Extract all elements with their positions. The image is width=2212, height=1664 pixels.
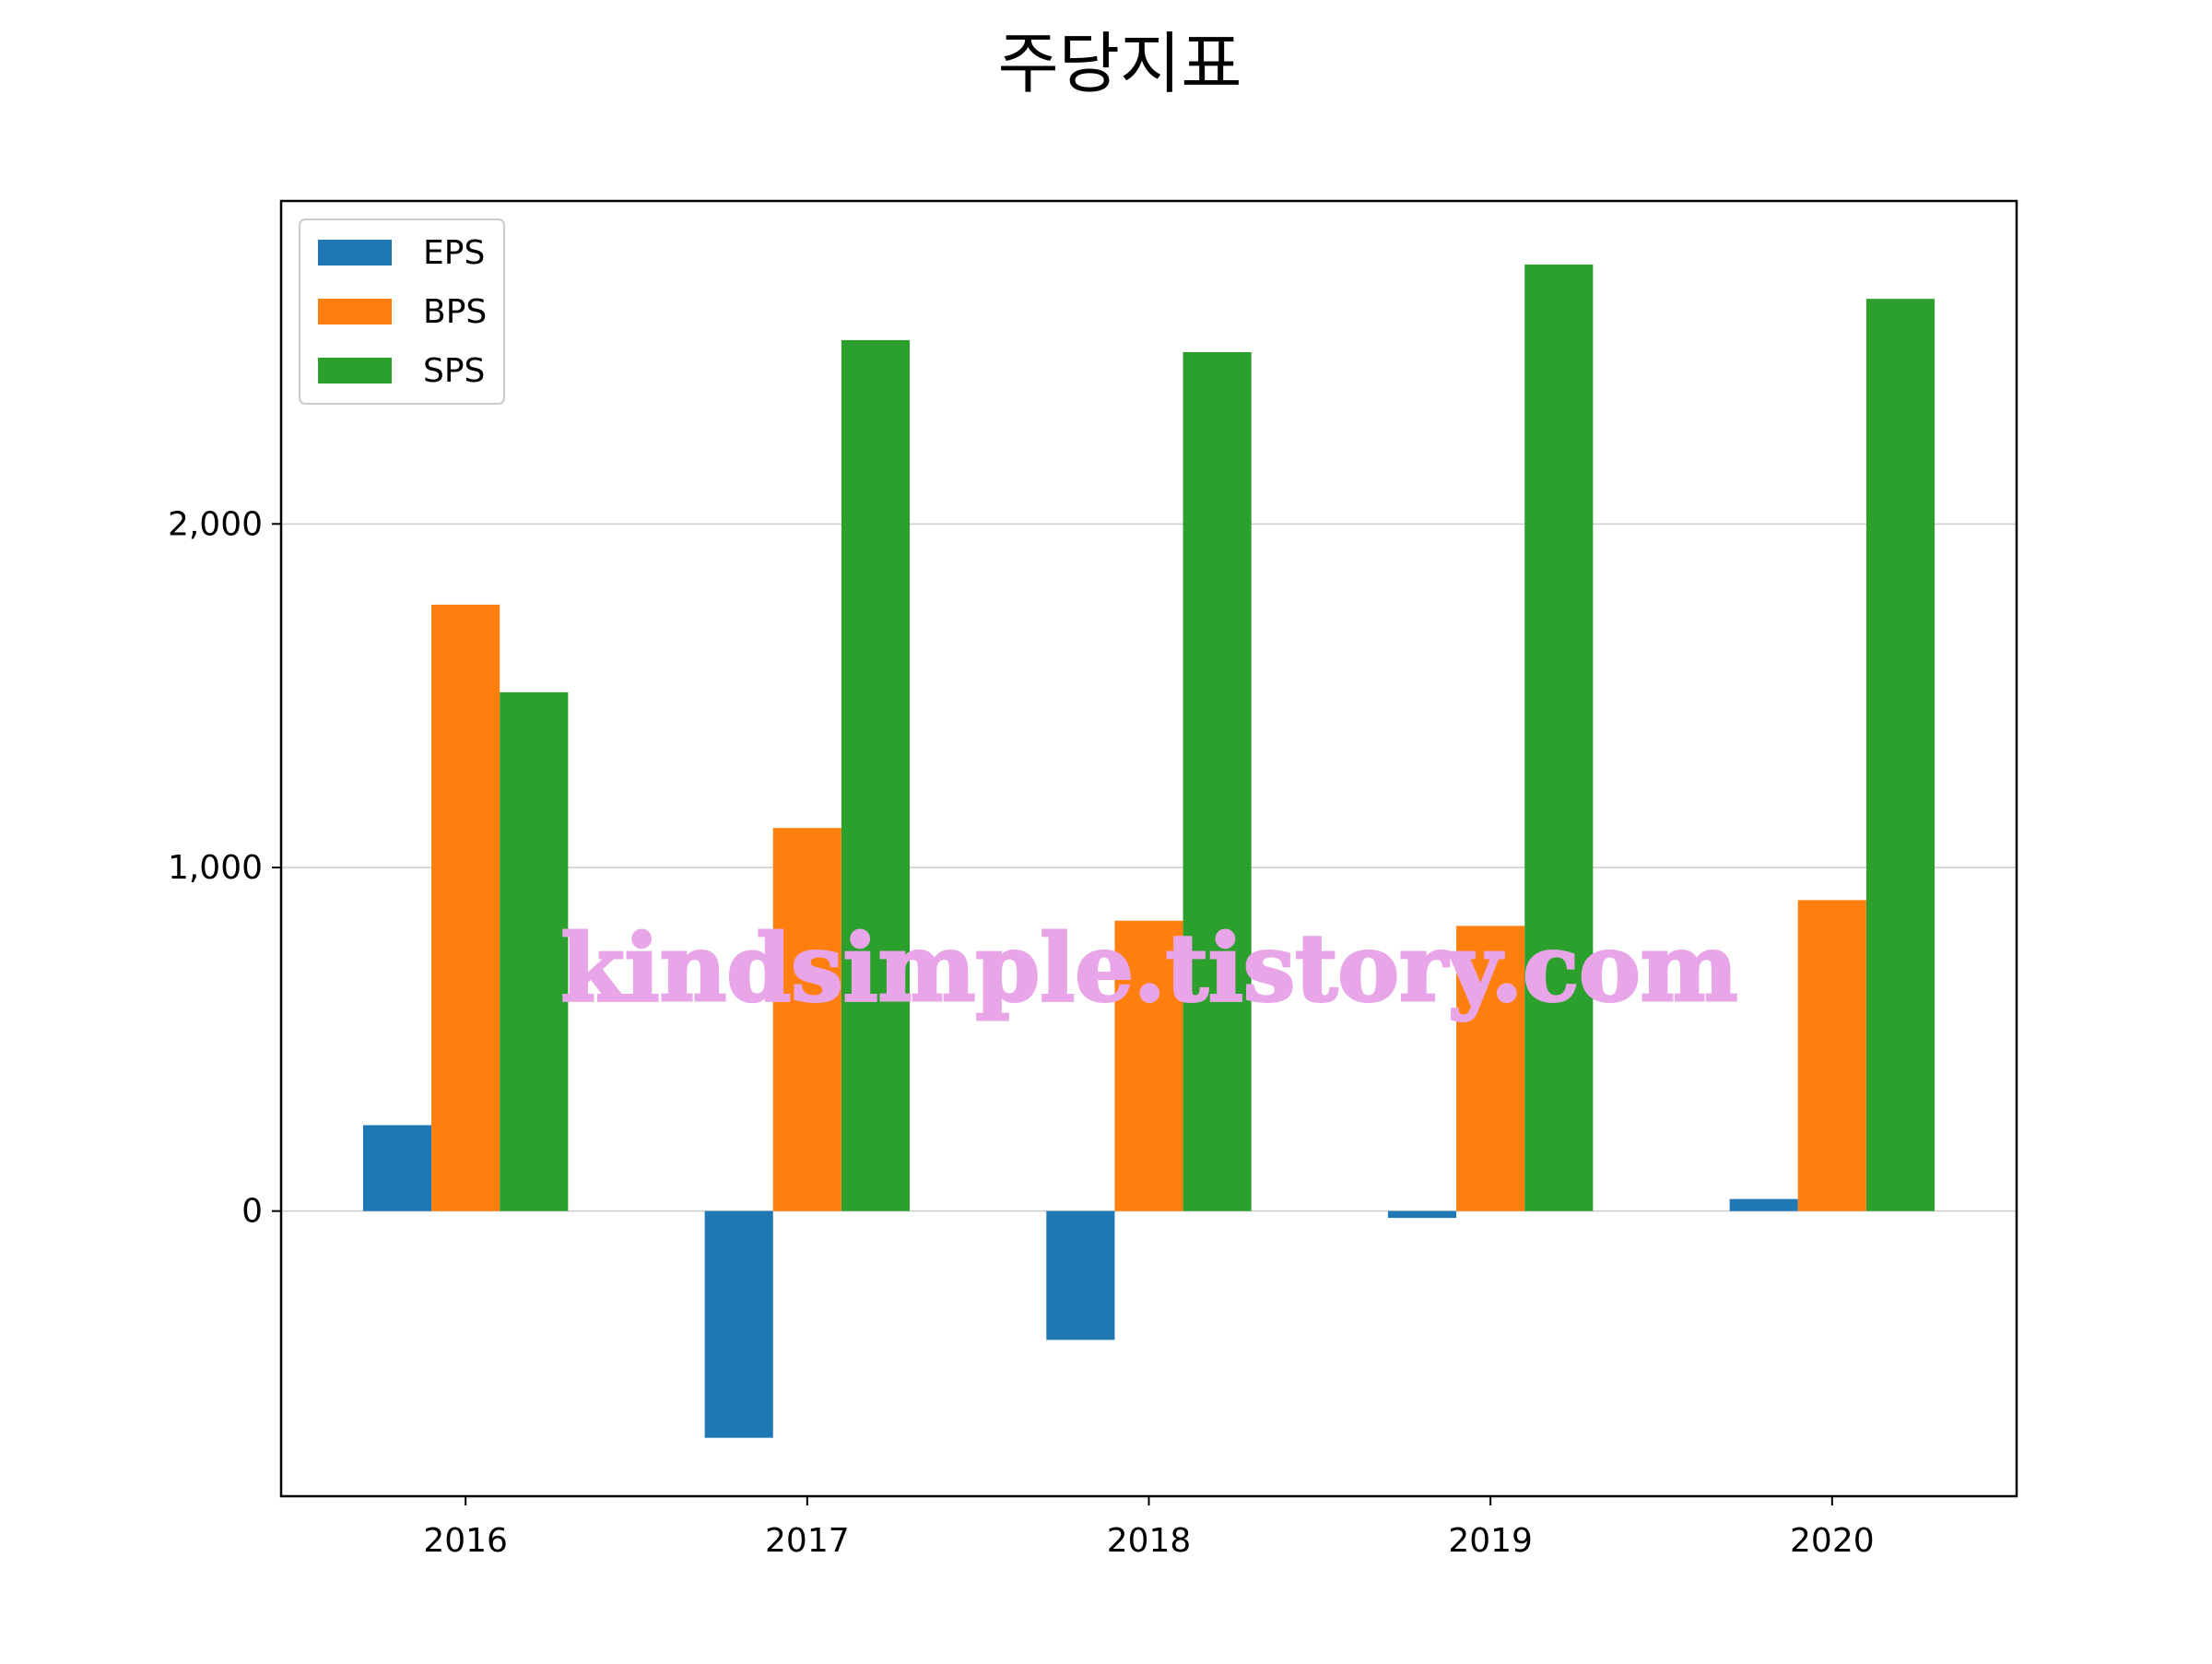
- bar-eps-2017: [704, 1210, 773, 1438]
- bar-bps-2017: [772, 828, 841, 1211]
- bar-sps-2018: [1182, 351, 1252, 1211]
- bar-sps-2019: [1524, 264, 1594, 1211]
- legend-swatch-sps: [318, 358, 392, 384]
- bar-sps-2020: [1865, 299, 1936, 1211]
- bar-sps-2017: [841, 339, 911, 1211]
- legend-swatch-bps: [318, 299, 392, 325]
- x-tick-label: 2017: [765, 1522, 850, 1560]
- bar-eps-2016: [362, 1125, 432, 1211]
- legend: EPS BPS SPS: [299, 218, 505, 405]
- bar-eps-2019: [1387, 1210, 1457, 1219]
- bar-bps-2020: [1797, 900, 1866, 1211]
- y-tick-label: 0: [241, 1193, 263, 1231]
- bar-eps-2020: [1729, 1198, 1798, 1211]
- bar-eps-2018: [1046, 1210, 1115, 1340]
- y-tick-label: 1,000: [168, 849, 263, 887]
- bars: [362, 264, 1936, 1438]
- bar-bps-2019: [1456, 926, 1525, 1211]
- x-tick-label: 2016: [423, 1522, 508, 1560]
- x-tick-label: 2019: [1448, 1522, 1533, 1560]
- axis-ticks: 0 1,000 2,000 2016 2017 2018 2019 2020: [168, 505, 1875, 1560]
- bar-bps-2016: [431, 604, 500, 1211]
- legend-swatch-eps: [318, 240, 392, 266]
- chart-title: 주당지표: [998, 25, 1242, 102]
- y-tick-label: 2,000: [168, 505, 263, 543]
- x-tick-label: 2018: [1107, 1522, 1192, 1560]
- bar-sps-2016: [500, 691, 569, 1211]
- legend-label-bps: BPS: [423, 293, 487, 331]
- legend-label-eps: EPS: [423, 234, 485, 272]
- x-tick-label: 2020: [1790, 1522, 1875, 1560]
- watermark: kindsimple.tistory.com: [560, 914, 1737, 1022]
- bar-bps-2018: [1114, 920, 1183, 1211]
- legend-label-sps: SPS: [423, 352, 485, 390]
